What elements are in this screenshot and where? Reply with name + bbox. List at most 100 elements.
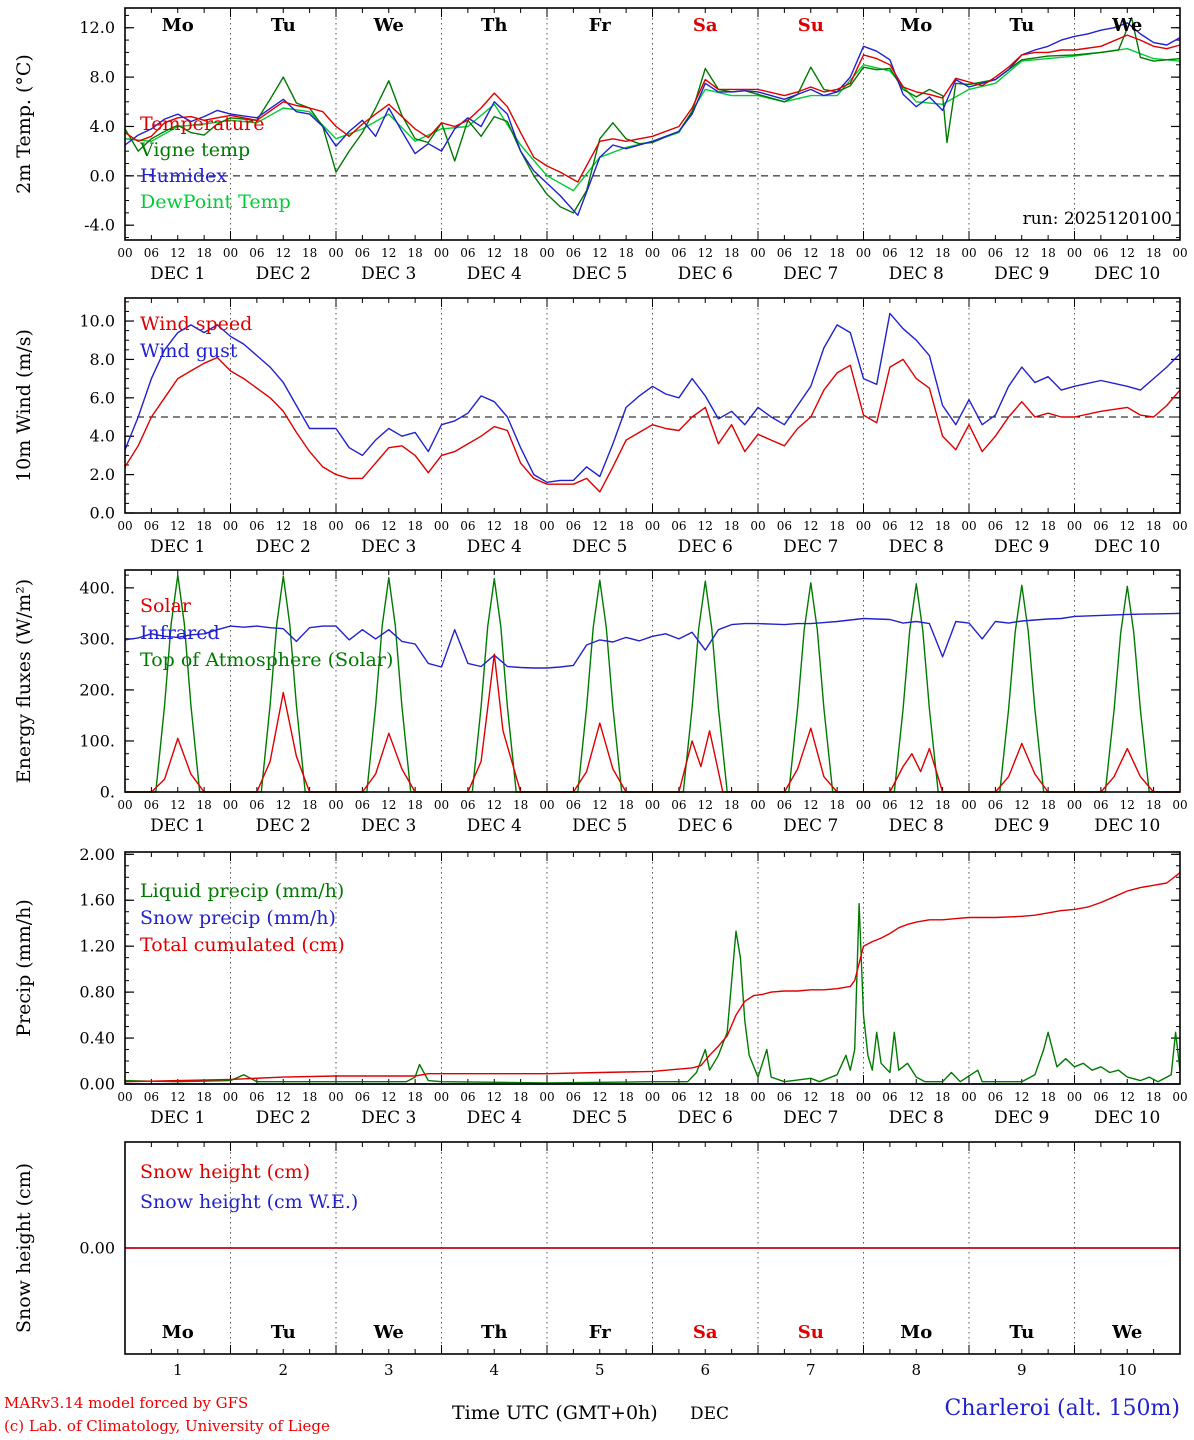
hour-label: 12 [381, 1090, 396, 1104]
date-label: DEC 4 [467, 816, 522, 836]
model-credits: MARv3.14 model forced by GFS (c) Lab. of… [4, 1392, 330, 1437]
series-total-cumulated [124, 872, 1181, 1083]
hour-label: 18 [618, 798, 633, 812]
hour-label: 18 [724, 519, 739, 533]
hour-label: 18 [407, 519, 422, 533]
hour-label: 00 [750, 1090, 765, 1104]
hour-label: 06 [460, 519, 475, 533]
hour-label: 06 [1093, 519, 1108, 533]
hour-label: 00 [856, 1090, 871, 1104]
hour-label: 00 [645, 519, 660, 533]
hour-label: 06 [1093, 246, 1108, 260]
hour-label: 18 [407, 246, 422, 260]
hour-label: 00 [1172, 246, 1187, 260]
energy-fluxes-panel: 400. 300. 200. 100. 0. Energy fluxes (W/m²) So… [0, 560, 1194, 840]
hour-label: 00 [539, 246, 554, 260]
hour-label: 00 [328, 1090, 343, 1104]
hour-label: 00 [1067, 519, 1082, 533]
legend-dewpoint-temp: DewPoint Temp [140, 191, 291, 213]
hour-label: 00 [328, 246, 343, 260]
date-label: DEC 2 [256, 537, 311, 557]
legend-total-cumulated: Total cumulated (cm) [140, 934, 345, 956]
legend-infrared: Infrared [140, 622, 220, 644]
hour-label: 00 [750, 798, 765, 812]
date-label: DEC 4 [467, 264, 522, 284]
hour-label: 06 [355, 1090, 370, 1104]
hour-label: 06 [777, 519, 792, 533]
hour-label: 12 [1120, 1090, 1135, 1104]
date-label: DEC 3 [361, 264, 416, 284]
hour-label: 12 [1120, 798, 1135, 812]
hour-label: 00 [434, 246, 449, 260]
day-name-top: We [1111, 15, 1142, 36]
hour-label: 18 [618, 246, 633, 260]
date-label: DEC 6 [678, 264, 733, 284]
footer: MARv3.14 model forced by GFS (c) Lab. of… [0, 1382, 1194, 1440]
hour-label: 00 [328, 798, 343, 812]
y-tick-label: 4.0 [90, 117, 115, 136]
y-tick-label: 0.00 [79, 1075, 115, 1094]
hour-label: 00 [117, 519, 132, 533]
hour-label: 00 [117, 798, 132, 812]
hour-label: 00 [328, 519, 343, 533]
hour-label: 12 [592, 246, 607, 260]
date-label: DEC 8 [889, 264, 944, 284]
hour-label: 18 [1146, 246, 1161, 260]
hour-label: 18 [302, 246, 317, 260]
hour-label: 06 [355, 246, 370, 260]
y-tick-label: 200. [79, 680, 115, 699]
day-name-top: Su [798, 15, 824, 36]
date-label: DEC 3 [361, 816, 416, 836]
hour-label: 12 [170, 1090, 185, 1104]
day-name-top: Tu [1009, 15, 1034, 36]
series-wind-speed [124, 356, 1181, 493]
hour-label: 06 [566, 798, 581, 812]
hour-label: 18 [935, 798, 950, 812]
legend-wind-speed: Wind speed [140, 313, 252, 335]
y-tick-label: 2.0 [90, 465, 115, 484]
day-number: 5 [595, 1361, 605, 1379]
day-name-bottom: Mo [900, 1322, 932, 1343]
temperature-chart: 12.0 8.0 4.0 0.0 -4.0 2m Temp. (°C) Temperatur… [13, 7, 1188, 284]
day-name-top: Sa [693, 15, 718, 36]
hour-label: 00 [434, 1090, 449, 1104]
hour-label: 18 [302, 1090, 317, 1104]
y-tick-label: 0.0 [90, 504, 115, 523]
hour-label: 18 [302, 519, 317, 533]
hour-label: 18 [829, 519, 844, 533]
hour-label: 06 [355, 519, 370, 533]
station-label: Charleroi (alt. 150m) [944, 1396, 1180, 1421]
legend-solar: Solar [140, 595, 192, 617]
day-name-top: Tu [271, 15, 296, 36]
series-toa-solar [125, 574, 1180, 793]
hour-label: 00 [961, 1090, 976, 1104]
y-tick-label: 10.0 [79, 312, 115, 331]
hour-label: 18 [724, 246, 739, 260]
legend-snow-height-we: Snow height (cm W.E.) [140, 1191, 358, 1213]
hour-label: 12 [487, 1090, 502, 1104]
day-name-bottom: Th [481, 1322, 507, 1343]
hour-label: 12 [909, 798, 924, 812]
date-label: DEC 7 [783, 537, 838, 557]
hour-label: 12 [1014, 519, 1029, 533]
y-axis-title: 10m Wind (m/s) [13, 329, 35, 482]
day-name-bottom: Tu [1009, 1322, 1034, 1343]
y-tick-label: 12.0 [79, 18, 115, 37]
hour-label: 18 [829, 246, 844, 260]
y-tick-label: 0.80 [79, 983, 115, 1002]
y-axis-title: Precip (mm/h) [13, 899, 35, 1037]
day-name-bottom: We [1111, 1322, 1142, 1343]
legend-wind-gust: Wind gust [140, 340, 238, 362]
legend-humidex: Humidex [140, 165, 227, 187]
series-temperature [124, 34, 1181, 183]
hour-label: 12 [1120, 519, 1135, 533]
hour-label: 18 [1040, 246, 1055, 260]
date-label: DEC 2 [256, 264, 311, 284]
hour-label: 12 [276, 1090, 291, 1104]
day-number: 9 [1017, 1361, 1027, 1379]
hour-label: 06 [249, 1090, 264, 1104]
hour-label: 06 [249, 519, 264, 533]
precip-panel: 2.00 1.60 1.20 0.80 0.40 0.00 Precip (mm/h) Liq… [0, 840, 1194, 1132]
hour-label: 06 [988, 1090, 1003, 1104]
